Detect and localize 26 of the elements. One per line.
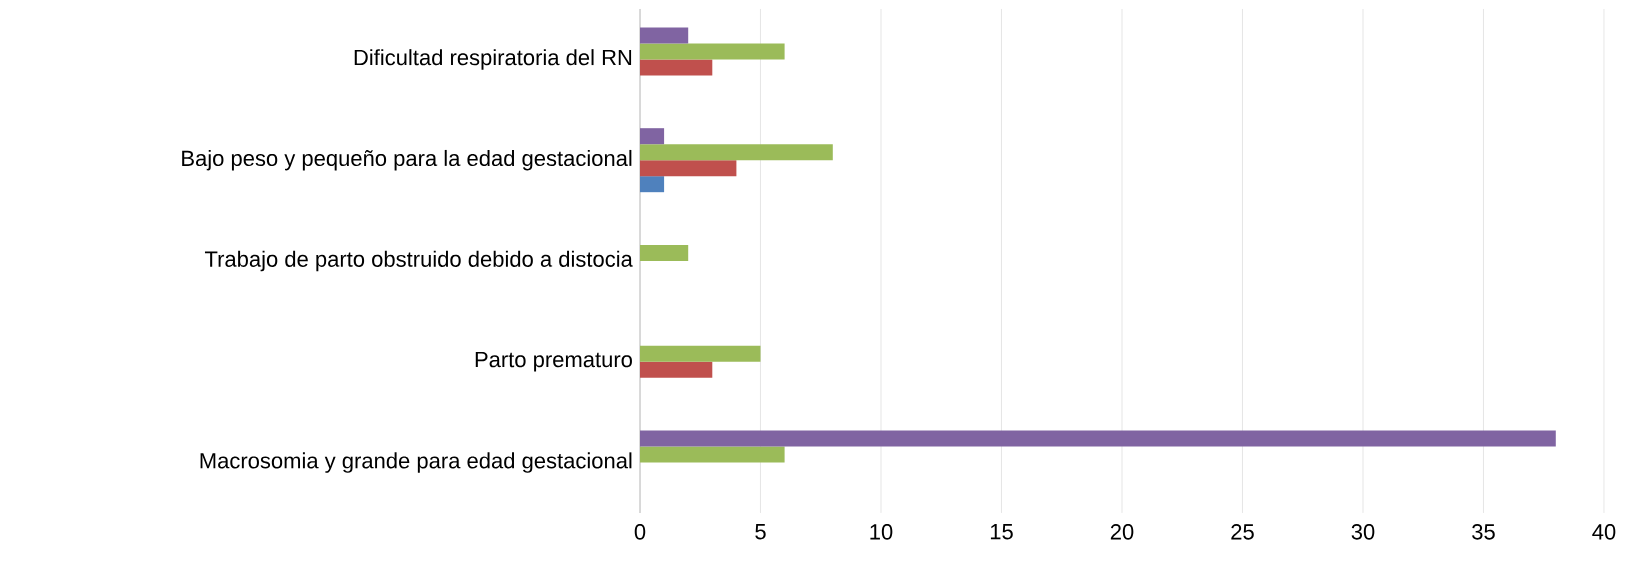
bar (640, 43, 785, 60)
bar (640, 59, 713, 76)
x-tick-label: 15 (990, 524, 1013, 540)
y-tick-label: Bajo peso y pequeño para la edad gestacional (182, 149, 632, 171)
y-tick-label: Macrosomia y grande para edad gestacional (200, 452, 632, 473)
x-tick-label: 20 (1110, 524, 1134, 540)
x-tick-label: 40 (1592, 524, 1616, 540)
bar (640, 244, 689, 261)
x-tick-label: 30 (1351, 524, 1375, 540)
bar (640, 176, 665, 193)
x-tick-label: 10 (870, 524, 893, 540)
bar (640, 446, 785, 463)
bar (640, 27, 689, 44)
y-tick-label: Dificultad respiratoria del RN (354, 49, 632, 70)
bar (640, 361, 713, 378)
bar (640, 345, 761, 362)
y-tick-label: Parto prematuro (475, 351, 632, 372)
bar (640, 430, 1556, 447)
x-tick-label: 5 (755, 524, 766, 540)
x-tick-label: 25 (1231, 524, 1254, 540)
x-tick-label: 0 (634, 524, 646, 540)
y-tick-label: Trabajo de parto obstruido debido a distocia (204, 250, 633, 272)
bar (640, 128, 665, 145)
bar (640, 144, 833, 161)
bar (640, 160, 737, 177)
x-tick-label: 35 (1472, 524, 1495, 540)
